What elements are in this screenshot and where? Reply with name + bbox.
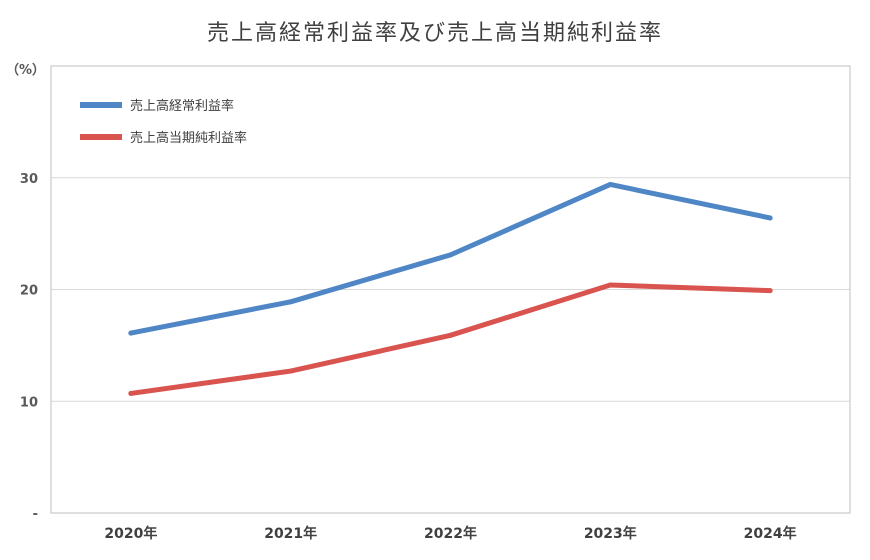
data-point [607,282,613,288]
series [128,181,773,396]
plot-frame [50,65,851,514]
series-line-2 [128,282,773,396]
series-line-1 [128,181,773,336]
legend-label: 売上高当期純利益率 [130,130,247,146]
data-point [288,299,294,305]
y-tick-label: 30 [20,172,38,187]
legend-label: 売上高経常利益率 [130,98,234,114]
data-point [128,330,134,336]
y-unit-label: （%） [6,62,45,78]
data-point [767,288,773,294]
y-tick-label: - [33,507,38,522]
x-axis: 2020年 2021年 2022年 2023年 2024年 [104,525,796,542]
x-tick-label: 2020年 [104,525,157,542]
x-tick-label: 2023年 [584,525,637,542]
data-point [767,215,773,221]
chart-title: 売上高経常利益率及び売上高当期純利益率 [207,21,663,46]
data-point [128,390,134,396]
y-tick-label: 10 [20,395,38,410]
data-point [448,332,453,338]
y-axis: - 10 20 30 [20,172,38,522]
data-point [448,252,453,258]
data-point [607,181,613,187]
data-point [288,368,294,374]
x-tick-label: 2024年 [744,525,797,542]
x-tick-label: 2022年 [424,525,477,542]
y-tick-label: 20 [20,284,38,299]
x-tick-label: 2021年 [264,525,317,542]
